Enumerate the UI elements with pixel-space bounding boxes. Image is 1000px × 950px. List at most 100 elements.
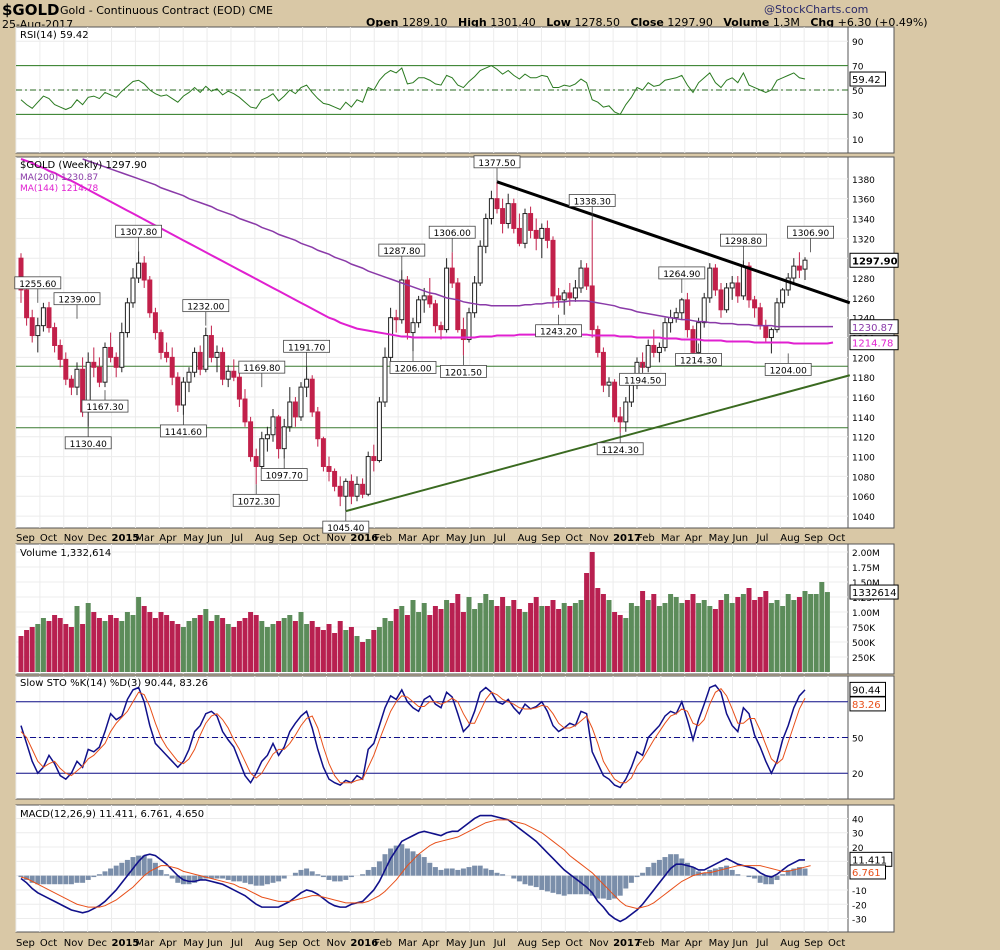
- macd-histogram-bar: [634, 875, 640, 878]
- volume-bar: [410, 600, 416, 672]
- candle-body: [561, 292, 567, 301]
- candle-body: [40, 307, 46, 327]
- macd-histogram-bar: [152, 862, 158, 876]
- candle-body: [802, 259, 808, 270]
- volume-bar: [718, 600, 724, 672]
- candle-body: [180, 381, 186, 406]
- macd-histogram-bar: [52, 875, 58, 885]
- candle-body: [136, 262, 142, 279]
- macd-histogram-bar: [253, 875, 259, 886]
- x-axis-top-label: Dec: [88, 533, 107, 544]
- price-annotation: 1243.20: [540, 328, 577, 338]
- candle-body: [438, 325, 444, 331]
- x-axis-bottom-label: Oct: [303, 938, 320, 949]
- macd-histogram-bar: [645, 867, 651, 876]
- volume-bar: [819, 582, 825, 672]
- annotation-box: [428, 225, 476, 239]
- macd-signal-tag-box: [849, 864, 886, 880]
- candle-body: [757, 307, 763, 327]
- x-axis-top-label: Nov: [589, 533, 609, 544]
- volume-bar: [276, 621, 282, 672]
- volume-bar: [421, 603, 427, 672]
- macd-histogram-bar: [768, 875, 774, 885]
- volume-bar: [567, 606, 573, 672]
- volume-bar: [483, 594, 489, 672]
- macd-histogram-bar: [572, 875, 578, 895]
- volume-bar: [729, 603, 735, 672]
- volume-bar: [147, 612, 153, 672]
- volume-bar: [404, 615, 410, 672]
- x-axis-top-label: 2017: [613, 533, 641, 544]
- volume-bar: [152, 618, 158, 672]
- candle-body: [595, 329, 601, 353]
- candle-body: [410, 322, 416, 334]
- macd-histogram-bar: [124, 859, 130, 876]
- change-value: +6.30 (+0.49%): [837, 16, 928, 29]
- candle-body: [231, 370, 237, 378]
- ohlc-readout: Open 1289.10 High 1301.40 Low 1278.50 Cl…: [366, 16, 928, 29]
- candle-body: [780, 289, 786, 304]
- candle-body: [539, 227, 545, 239]
- price-annotation: 1239.00: [58, 296, 95, 306]
- x-axis-bottom-label: May: [709, 938, 730, 949]
- ma200-legend: MA(200) 1230.87: [20, 173, 98, 183]
- annotation-box: [473, 155, 521, 169]
- candle-body: [785, 277, 791, 291]
- annotation-box: [675, 353, 722, 366]
- candle-body: [208, 335, 214, 358]
- candle-body: [623, 401, 629, 423]
- macd-histogram-bar: [494, 872, 500, 876]
- volume-bar: [220, 618, 226, 672]
- macd-histogram-bar: [684, 862, 690, 876]
- annotation-box: [322, 520, 370, 534]
- candle-body: [248, 421, 254, 458]
- candle-body: [113, 356, 119, 368]
- macd-histogram-bar: [780, 874, 786, 876]
- ma200-tag: 1230.87: [852, 323, 893, 334]
- x-axis-bottom-label: Nov: [589, 938, 609, 949]
- candle-body: [270, 416, 276, 436]
- volume-bar: [416, 612, 422, 672]
- x-axis-bottom-label: Jun: [206, 938, 223, 949]
- macd-histogram-bar: [343, 875, 349, 880]
- volume-bar: [253, 615, 259, 672]
- price-annotation: 1232.00: [187, 303, 224, 313]
- volume-title: Volume 1,332,614: [20, 548, 111, 559]
- volume-bar: [780, 606, 786, 672]
- price-annotation: 1130.40: [70, 440, 107, 450]
- y-tick-label: 10: [852, 136, 864, 146]
- y-tick-label: 1320: [852, 235, 875, 245]
- candle-body: [528, 213, 534, 231]
- candle-body: [63, 358, 69, 380]
- volume-bar: [572, 603, 578, 672]
- y-tick-label: 1380: [852, 176, 875, 186]
- y-tick-label: 20: [852, 844, 864, 854]
- stockcharts-credit[interactable]: @StockCharts.com: [764, 3, 869, 16]
- candle-body: [533, 229, 539, 239]
- macd-histogram-bar: [371, 867, 377, 876]
- volume-bar: [270, 624, 276, 672]
- x-axis-top-label: Nov: [64, 533, 84, 544]
- volume-bar: [348, 627, 354, 672]
- volume-bar: [617, 615, 623, 672]
- price-annotation: 1204.00: [770, 366, 807, 376]
- macd-title: MACD(12,26,9) 11.411, 6.761, 4.650: [20, 809, 204, 820]
- macd-histogram-bar: [522, 875, 528, 885]
- ma200-line: [82, 158, 833, 328]
- volume-bar: [192, 618, 198, 672]
- candle-body: [718, 289, 724, 311]
- volume-bar: [119, 621, 125, 672]
- x-axis-top-label: Apr: [159, 533, 177, 544]
- candle-body: [158, 332, 164, 353]
- x-axis-bottom-label: May: [446, 938, 467, 949]
- candle-body: [197, 351, 203, 370]
- candle-body: [522, 213, 528, 244]
- macd-histogram-bar: [567, 875, 573, 895]
- macd-line-0: [20, 814, 805, 923]
- x-axis-top-label: Jun: [732, 533, 749, 544]
- macd-histogram-bar: [791, 868, 797, 876]
- price-annotation: 1214.30: [680, 356, 717, 366]
- volume-bar: [628, 603, 634, 672]
- price-annotation: 1206.00: [394, 364, 431, 374]
